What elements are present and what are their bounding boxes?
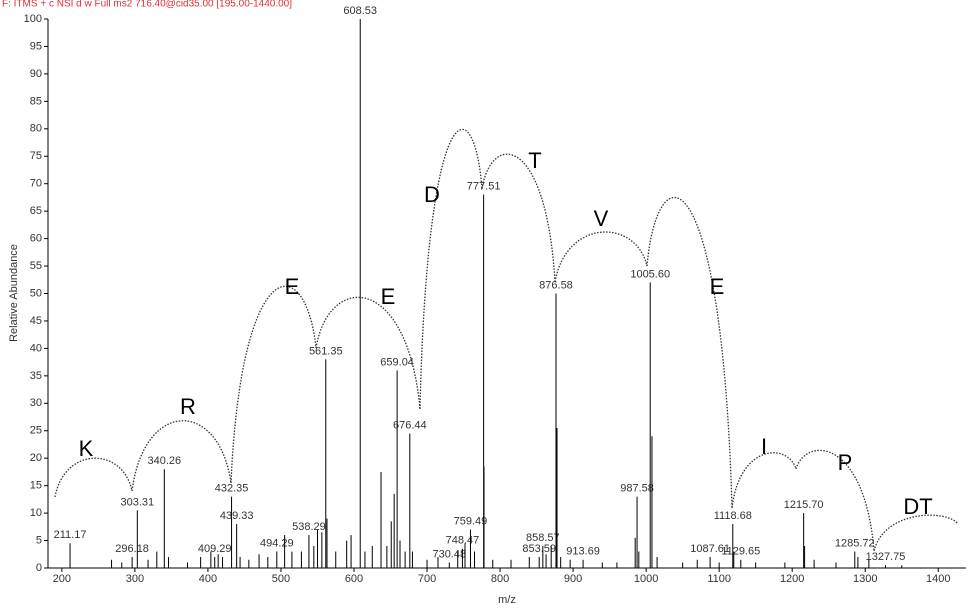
y-tick-label: 65 xyxy=(30,205,42,217)
y-tick-label: 60 xyxy=(30,233,42,245)
y-tick-label: 55 xyxy=(30,260,42,272)
x-tick-label: 400 xyxy=(199,573,217,585)
y-tick-label: 100 xyxy=(24,13,42,25)
peak-label: 853.59 xyxy=(522,543,556,555)
y-tick-label: 85 xyxy=(30,95,42,107)
y-tick-label: 70 xyxy=(30,178,42,190)
peak-label: 439.33 xyxy=(220,510,254,522)
sequence-arc xyxy=(131,420,232,492)
sequence-arc xyxy=(419,128,483,410)
sequence-arc xyxy=(481,153,556,283)
peak-label: 676.44 xyxy=(393,419,427,431)
x-tick-label: 500 xyxy=(272,573,290,585)
residue-label: DT xyxy=(903,494,932,519)
residue-label: I xyxy=(761,434,767,459)
peak-label: 1129.65 xyxy=(721,546,760,558)
x-axis-label: m/z xyxy=(498,594,516,606)
peak-label: 303.31 xyxy=(120,496,154,508)
y-tick-label: 45 xyxy=(30,315,42,327)
peak-label: 1005.60 xyxy=(630,268,670,280)
y-tick-label: 80 xyxy=(30,123,42,135)
chart-title: F: ITMS + c NSI d w Full ms2 716.40@cid3… xyxy=(2,0,292,10)
residue-label: T xyxy=(528,148,541,173)
y-axis-label: Relative Abundance xyxy=(8,244,20,342)
y-tick-label: 40 xyxy=(30,342,42,354)
residue-label: K xyxy=(79,436,94,461)
y-tick-label: 90 xyxy=(30,68,42,80)
y-tick-label: 50 xyxy=(30,287,42,299)
peak-label: 340.26 xyxy=(147,455,181,467)
residue-label: D xyxy=(424,182,440,207)
peak-label: 1285.72 xyxy=(835,537,875,549)
peak-label: 748.47 xyxy=(446,535,480,547)
peak-label: 659.04 xyxy=(380,356,414,368)
residue-label: R xyxy=(180,394,196,419)
y-tick-label: 15 xyxy=(30,480,42,492)
peak-label: 759.49 xyxy=(454,515,488,527)
peak-label: 409.29 xyxy=(198,543,232,555)
peak-label: 494.29 xyxy=(260,537,294,549)
y-tick-label: 35 xyxy=(30,370,42,382)
sequence-arc xyxy=(54,457,133,498)
y-tick-label: 75 xyxy=(30,150,42,162)
x-tick-label: 200 xyxy=(53,573,71,585)
peak-label: 432.35 xyxy=(215,483,249,495)
peak-label: 913.69 xyxy=(566,546,600,558)
sequence-arc xyxy=(646,196,733,509)
y-tick-label: 30 xyxy=(30,397,42,409)
x-tick-label: 700 xyxy=(418,573,436,585)
peak-label: 876.58 xyxy=(539,279,573,291)
y-tick-label: 20 xyxy=(30,452,42,464)
residue-label: E xyxy=(710,274,725,299)
y-tick-label: 95 xyxy=(30,40,42,52)
x-tick-label: 1100 xyxy=(707,573,731,585)
peak-label: 1118.68 xyxy=(714,510,752,522)
residue-label: E xyxy=(381,284,396,309)
residue-label: E xyxy=(285,274,300,299)
y-tick-label: 5 xyxy=(36,534,42,546)
peak-label: 211.17 xyxy=(54,529,87,541)
peak-label: 561.35 xyxy=(309,345,343,357)
residue-label: V xyxy=(594,206,609,231)
x-tick-label: 900 xyxy=(564,573,582,585)
y-tick-label: 10 xyxy=(30,507,42,519)
peak-label: 1215.70 xyxy=(784,499,824,511)
sequence-arc xyxy=(873,514,959,552)
peak-label: 858.57 xyxy=(526,532,560,544)
residue-label: P xyxy=(838,450,853,475)
sequence-arc xyxy=(230,285,317,484)
x-tick-label: 1000 xyxy=(634,573,658,585)
x-tick-label: 1300 xyxy=(853,573,877,585)
peak-label: 296.18 xyxy=(115,543,149,555)
x-tick-label: 1200 xyxy=(780,573,804,585)
sequence-arc xyxy=(795,449,875,552)
x-tick-label: 600 xyxy=(345,573,363,585)
peak-label: 538.29 xyxy=(292,521,326,533)
peak-label: 987.58 xyxy=(620,483,654,495)
y-tick-label: 25 xyxy=(30,425,42,437)
peak-label: 1087.61 xyxy=(690,543,730,555)
x-tick-label: 300 xyxy=(126,573,144,585)
sequence-arc xyxy=(731,452,797,509)
peak-label: 608.53 xyxy=(343,5,377,17)
x-tick-label: 800 xyxy=(491,573,509,585)
peak-label: 1327.75 xyxy=(866,551,906,563)
peak-label: 777.51 xyxy=(467,181,501,193)
y-tick-label: 0 xyxy=(36,562,42,574)
sequence-arc xyxy=(315,296,421,410)
x-tick-label: 1400 xyxy=(926,573,950,585)
sequence-arc xyxy=(554,231,648,283)
